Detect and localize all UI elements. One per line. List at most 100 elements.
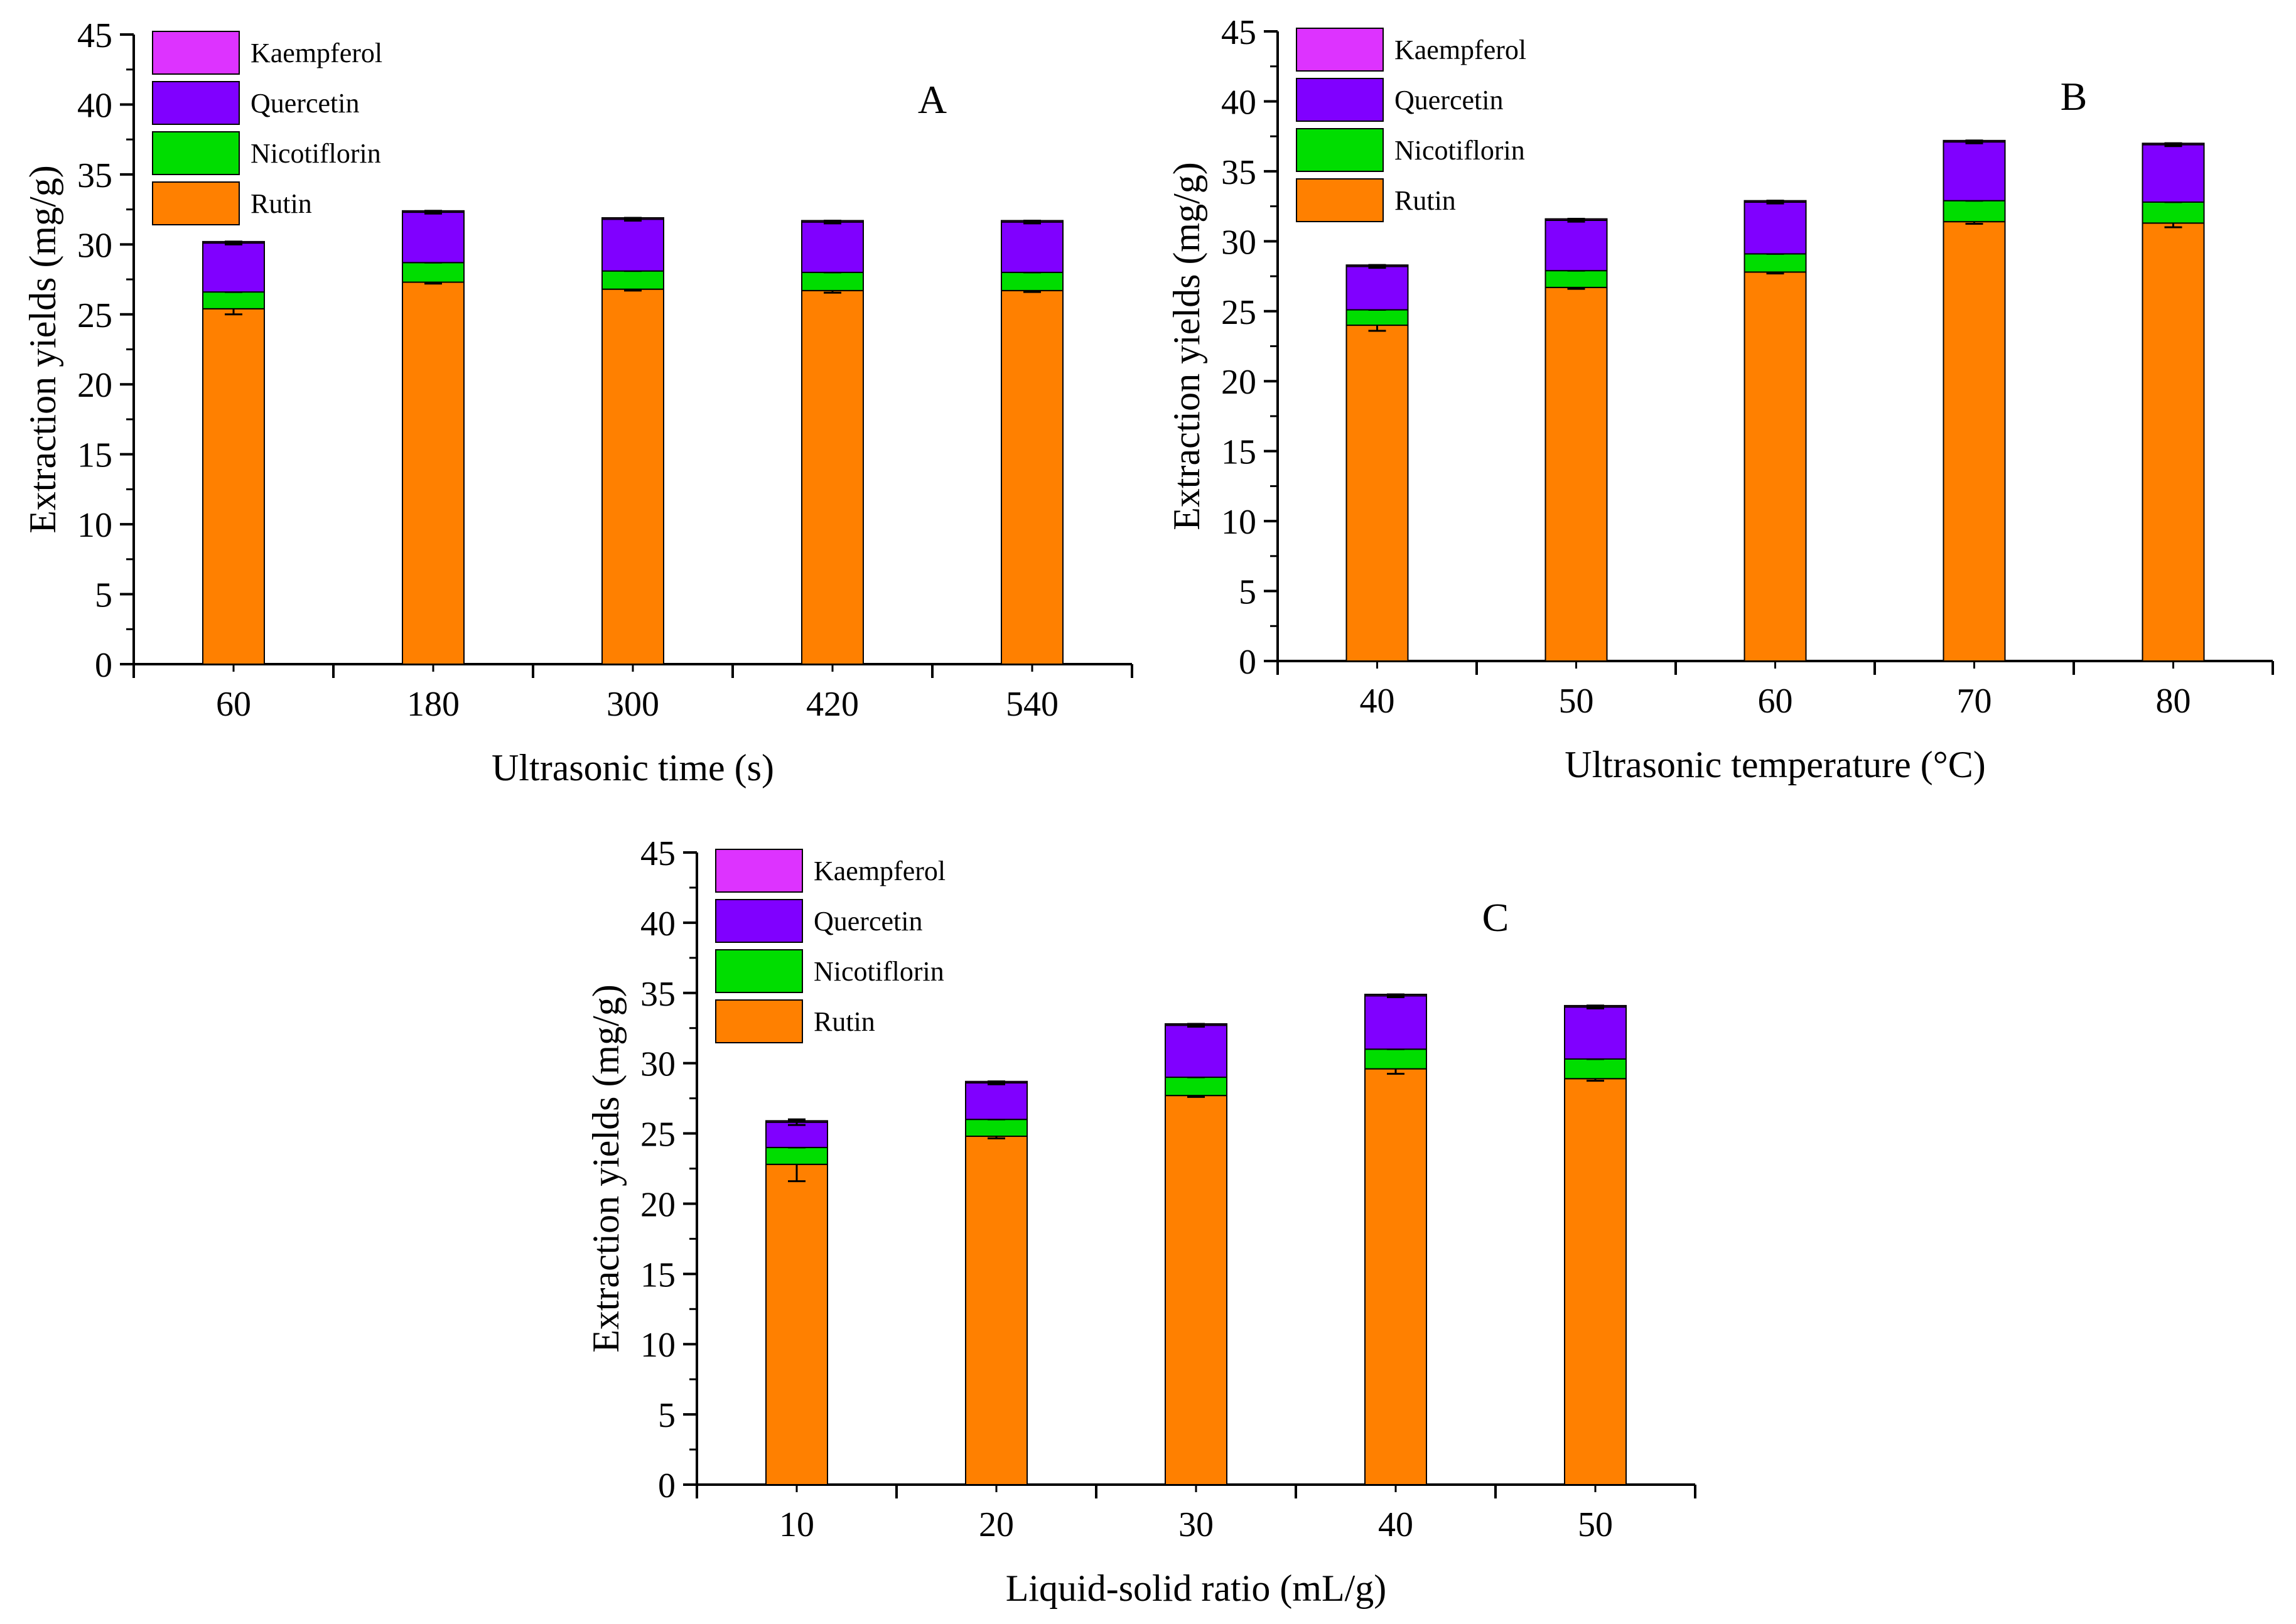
y-tick-label: 45 <box>1221 13 1256 52</box>
y-tick-label: 10 <box>77 506 112 545</box>
chart-panel-a: 0 5 10 15 20 25 30 35 40 45 60 180 300 420 540 Ultrason… <box>22 16 1133 788</box>
y-axis-title: Extraction yields (mg/g) <box>585 984 627 1353</box>
bar-quercetin <box>801 221 864 273</box>
bar-quercetin <box>1345 266 1409 311</box>
bar-nicotiflorin <box>1345 309 1409 326</box>
y-tick-label: 30 <box>640 1045 676 1084</box>
x-axis-title: Ultrasonic temperature (°C) <box>1565 744 1985 785</box>
y-tick-label: 5 <box>95 576 112 615</box>
bar-quercetin <box>1744 201 1807 255</box>
x-axis-title: Liquid-solid ratio (mL/g) <box>1006 1568 1387 1609</box>
y-tick-label: 35 <box>640 975 676 1014</box>
bar-nicotiflorin <box>765 1146 828 1165</box>
x-tick-label: 30 <box>1178 1505 1214 1544</box>
x-tick-label: 50 <box>1559 682 1594 721</box>
x-tick-label: 20 <box>979 1505 1014 1544</box>
y-tick-label: 20 <box>1221 363 1256 402</box>
bar-rutin <box>765 1163 828 1485</box>
bar-rutin <box>202 308 265 665</box>
bar-rutin <box>402 281 465 665</box>
bar-nicotiflorin <box>1001 271 1064 291</box>
x-axis-title: Ultrasonic time (s) <box>492 747 774 788</box>
panel-label: C <box>1482 895 1509 940</box>
y-tick-label: 20 <box>640 1185 676 1224</box>
y-tick-label: 25 <box>640 1116 676 1154</box>
bar-rutin <box>601 288 664 665</box>
legend-swatch-rutin <box>1296 178 1384 222</box>
bar-quercetin <box>601 218 664 272</box>
y-tick-label: 10 <box>1221 503 1256 542</box>
y-tick-label: 0 <box>658 1466 676 1505</box>
bar-quercetin <box>202 242 265 293</box>
y-tick-label: 15 <box>1221 433 1256 472</box>
y-tick-label: 40 <box>640 905 676 944</box>
bar-rutin <box>1165 1095 1227 1485</box>
legend-swatch-rutin <box>715 999 803 1043</box>
legend-swatch-rutin <box>152 181 240 225</box>
legend-label-rutin: Rutin <box>1394 185 1456 216</box>
bar-rutin <box>801 289 864 665</box>
bar-quercetin <box>765 1121 828 1148</box>
legend-swatch-kaempferol <box>152 31 240 75</box>
legend-swatch-nicotiflorin <box>1296 128 1384 172</box>
legend-label-rutin: Rutin <box>814 1006 875 1037</box>
y-tick-label: 5 <box>1239 573 1256 612</box>
legend-label-kaempferol: Kaempferol <box>814 856 946 886</box>
bar-rutin <box>1564 1078 1627 1485</box>
bar-quercetin <box>1564 1006 1627 1060</box>
legend-label-quercetin: Quercetin <box>1394 85 1503 116</box>
legend-swatch-nicotiflorin <box>715 949 803 993</box>
bar-nicotiflorin <box>601 270 664 290</box>
bar-rutin <box>2142 222 2205 662</box>
legend-swatch-quercetin <box>1296 78 1384 122</box>
bar-rutin <box>965 1136 1028 1485</box>
bar-rutin <box>1544 286 1608 662</box>
bar-rutin <box>1744 271 1807 662</box>
panel-label: B <box>2061 74 2088 119</box>
y-tick-label: 30 <box>1221 223 1256 262</box>
legend-label-kaempferol: Kaempferol <box>1394 35 1526 65</box>
y-tick-label: 45 <box>640 834 676 873</box>
bar-rutin <box>1345 325 1409 662</box>
y-tick-label: 15 <box>77 436 112 475</box>
x-tick-label: 60 <box>1758 682 1793 721</box>
y-axis-title: Extraction yields (mg/g) <box>22 165 63 534</box>
x-tick-label: 70 <box>1957 682 1992 721</box>
bar-nicotiflorin <box>1165 1077 1227 1097</box>
legend-label-quercetin: Quercetin <box>814 906 922 937</box>
x-tick-label: 10 <box>779 1505 814 1544</box>
y-tick-label: 0 <box>1239 643 1256 682</box>
y-axis-title: Extraction yields (mg/g) <box>1166 162 1207 530</box>
legend-swatch-kaempferol <box>715 849 803 893</box>
bar-nicotiflorin <box>801 271 864 291</box>
x-tick-label: 40 <box>1378 1505 1413 1544</box>
y-tick-label: 30 <box>77 226 112 265</box>
bar-nicotiflorin <box>402 262 465 283</box>
bar-quercetin <box>965 1082 1028 1121</box>
y-tick-label: 35 <box>1221 153 1256 192</box>
legend-swatch-nicotiflorin <box>152 131 240 175</box>
y-tick-label: 10 <box>640 1326 676 1365</box>
y-tick-label: 15 <box>640 1256 676 1294</box>
bar-rutin <box>1943 221 2006 662</box>
chart-panel-b: 0 5 10 15 20 25 30 35 40 45 40 50 60 70 80 Ultrasonic t… <box>1166 13 2274 785</box>
bar-quercetin <box>2142 144 2205 203</box>
legend-swatch-quercetin <box>152 81 240 125</box>
bar-nicotiflorin <box>202 291 265 309</box>
legend-label-kaempferol: Kaempferol <box>251 38 382 68</box>
bar-rutin <box>1001 289 1064 665</box>
x-tick-label: 180 <box>407 685 460 724</box>
x-tick-label: 420 <box>806 685 859 724</box>
y-tick-label: 25 <box>77 296 112 335</box>
bar-quercetin <box>1364 995 1427 1050</box>
legend-label-nicotiflorin: Nicotiflorin <box>1394 135 1525 166</box>
bar-quercetin <box>1001 221 1064 273</box>
legend-label-nicotiflorin: Nicotiflorin <box>814 956 944 987</box>
legend-swatch-kaempferol <box>1296 28 1384 72</box>
y-tick-label: 20 <box>77 366 112 405</box>
panel-label: A <box>918 77 947 122</box>
x-tick-label: 40 <box>1360 682 1395 721</box>
bar-nicotiflorin <box>1943 200 2006 223</box>
y-tick-label: 25 <box>1221 293 1256 332</box>
